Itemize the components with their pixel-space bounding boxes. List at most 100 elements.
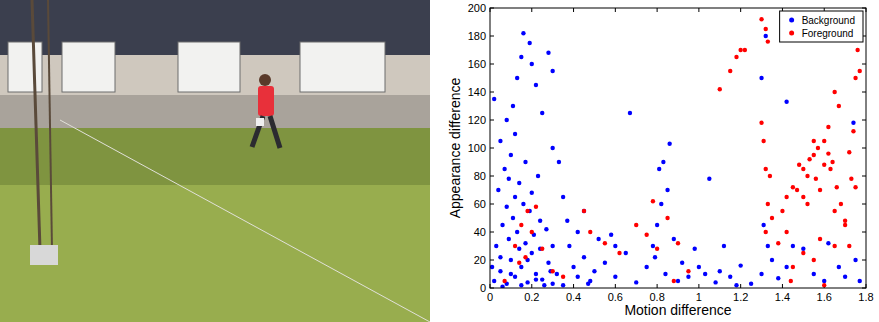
point <box>596 237 600 241</box>
window <box>8 42 42 92</box>
point <box>749 282 753 286</box>
point <box>561 195 565 199</box>
x-tick <box>657 8 658 12</box>
point <box>530 251 534 255</box>
point <box>628 111 632 115</box>
y-tick <box>490 176 494 177</box>
point <box>515 76 519 80</box>
legend: BackgroundForeground <box>780 11 863 42</box>
point <box>770 216 774 220</box>
point <box>613 275 617 279</box>
point <box>832 244 836 248</box>
point <box>513 244 517 248</box>
point <box>795 188 799 192</box>
grass-back <box>0 128 430 188</box>
points <box>490 17 862 288</box>
point <box>634 280 638 284</box>
point <box>500 223 504 227</box>
point <box>791 244 795 248</box>
point <box>853 258 857 262</box>
point <box>513 275 517 279</box>
point <box>766 39 770 43</box>
plot-area <box>490 8 866 288</box>
point <box>832 209 836 213</box>
window <box>300 42 385 92</box>
y-tick <box>490 92 494 93</box>
point <box>521 31 525 35</box>
person-head <box>259 74 271 86</box>
point <box>738 263 742 267</box>
point <box>644 265 648 269</box>
point <box>507 237 511 241</box>
y-tick <box>490 64 494 65</box>
point <box>534 205 538 209</box>
y-tick-label: 60 <box>474 198 486 210</box>
point <box>588 230 592 234</box>
point <box>534 83 538 87</box>
grass <box>0 0 430 322</box>
point <box>494 244 498 248</box>
point <box>791 265 795 269</box>
point <box>764 34 768 38</box>
point <box>818 188 822 192</box>
point <box>530 191 534 195</box>
x-tick-label: 1.6 <box>817 291 832 303</box>
point <box>818 237 822 241</box>
point <box>847 150 851 154</box>
y-tick <box>862 260 866 261</box>
photo <box>0 0 430 322</box>
x-tick <box>531 8 532 12</box>
point <box>550 69 554 73</box>
point <box>693 247 697 251</box>
point <box>498 269 502 273</box>
y-tick <box>862 204 866 205</box>
point <box>513 132 517 136</box>
point <box>567 244 571 248</box>
point <box>517 181 521 185</box>
point <box>830 160 834 164</box>
legend-marker <box>789 18 794 23</box>
point <box>858 279 862 283</box>
point <box>812 153 816 157</box>
point <box>582 209 586 213</box>
x-tick-label: 1.4 <box>775 291 790 303</box>
point <box>507 177 511 181</box>
x-tick <box>740 8 741 12</box>
point <box>686 275 690 279</box>
x-tick-label: 1.8 <box>858 291 873 303</box>
point <box>655 247 659 251</box>
point <box>828 167 832 171</box>
point <box>738 48 742 52</box>
point <box>855 48 859 52</box>
window <box>62 42 115 92</box>
point <box>761 139 765 143</box>
point <box>561 275 565 279</box>
x-tick-label: 0.6 <box>608 291 623 303</box>
person-leg <box>252 116 263 147</box>
point <box>527 41 531 45</box>
point <box>505 118 509 122</box>
y-tick-label: 100 <box>468 142 486 154</box>
point <box>519 55 523 59</box>
pole <box>32 0 40 250</box>
point <box>644 233 648 237</box>
point <box>849 177 853 181</box>
x-tick <box>615 8 616 12</box>
point <box>776 241 780 245</box>
point <box>837 104 841 108</box>
point <box>609 233 613 237</box>
y-tick-label: 160 <box>468 58 486 70</box>
point <box>509 153 513 157</box>
point <box>576 275 580 279</box>
point <box>502 279 506 283</box>
point <box>492 97 496 101</box>
point <box>540 277 544 281</box>
point <box>676 241 680 245</box>
point <box>801 195 805 199</box>
point <box>550 244 554 248</box>
point <box>805 202 809 206</box>
point <box>550 282 554 286</box>
point <box>812 139 816 143</box>
point <box>509 258 513 262</box>
point <box>513 195 517 199</box>
